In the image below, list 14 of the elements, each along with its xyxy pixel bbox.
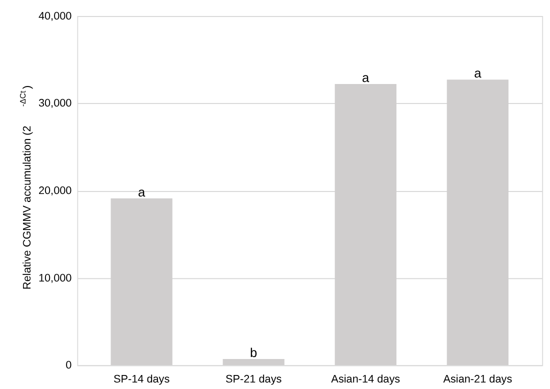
x-tick-label: SP-14 days	[113, 373, 170, 386]
y-tick-label: 10,000	[38, 272, 72, 284]
annotation: a	[138, 184, 146, 200]
y-tick-label: 40,000	[38, 10, 72, 22]
x-tick-label: Asian-14 days	[331, 373, 401, 386]
x-tick-label: Asian-21 days	[443, 373, 513, 386]
y-tick-label: 20,000	[38, 185, 72, 198]
y-tick-label: 0	[66, 360, 72, 372]
y-tick-label: 30,000	[38, 98, 72, 110]
text: Relative CGMMV accumulation (2-ΔCt)	[18, 85, 34, 290]
annotation: b	[250, 345, 258, 360]
x-tick-label: SP-21 days	[225, 373, 282, 386]
annotation: a	[474, 66, 482, 81]
annotation: a	[362, 70, 370, 86]
